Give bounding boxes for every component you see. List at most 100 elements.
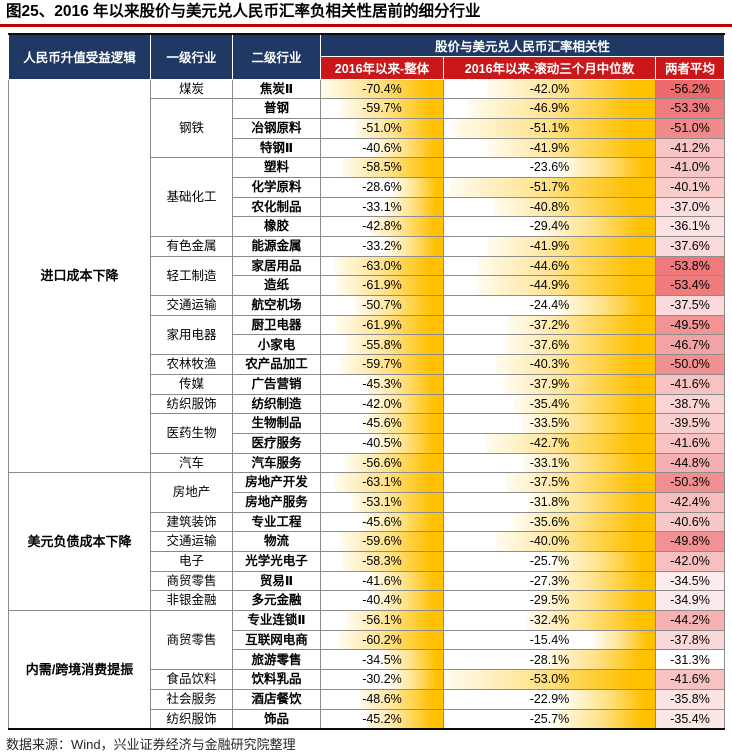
value-overall-cell: -33.2% <box>320 236 444 257</box>
industry-l2-cell: 特钢Ⅱ <box>232 137 321 159</box>
industry-l1-cell: 纺织服饰 <box>150 393 233 415</box>
data-bar <box>341 552 443 571</box>
table-row: 橡胶 -42.8% -29.4% -36.1% <box>9 216 726 237</box>
table-row: 交通运输 航空机场 -50.7% -24.4% -37.5% <box>9 295 726 316</box>
value-label: -40.8% <box>529 199 570 214</box>
value-rolling-cell: -40.0% <box>443 531 656 552</box>
industry-l2-cell: 航空机场 <box>232 295 321 316</box>
industry-l2-cell: 家居用品 <box>232 255 321 277</box>
industry-l2-cell: 普钢 <box>232 98 321 119</box>
value-rolling-cell: -51.7% <box>443 176 656 198</box>
value-average-cell: -44.2% <box>654 610 726 631</box>
industry-l2-cell: 塑料 <box>232 157 321 178</box>
value-label: -33.2% <box>362 239 402 254</box>
value-rolling-cell: -37.5% <box>443 472 656 493</box>
industry-l2-cell: 光学光电子 <box>232 551 321 572</box>
value-label: -40.0% <box>529 534 570 549</box>
table-row: 冶钢原料 -51.0% -51.1% -51.0% <box>9 117 726 139</box>
value-average-cell: -40.6% <box>654 511 726 533</box>
value-label: -32.4% <box>529 613 570 628</box>
value-label: -45.3% <box>362 376 402 391</box>
value-label: -46.9% <box>529 101 570 116</box>
value-average-cell: -36.1% <box>654 216 726 237</box>
data-bar <box>351 493 443 512</box>
value-average-cell: -37.5% <box>654 295 726 316</box>
value-label: -50.3% <box>670 475 710 490</box>
value-label: -56.6% <box>362 455 402 470</box>
value-label: -29.5% <box>529 593 570 608</box>
header-industry-l2: 二级行业 <box>232 33 321 80</box>
table-row: 农化制品 -33.1% -40.8% -37.0% <box>9 196 726 218</box>
value-label: -37.8% <box>670 632 710 647</box>
value-average-cell: -37.6% <box>654 236 726 257</box>
value-overall-cell: -61.9% <box>320 314 444 336</box>
value-label: -63.0% <box>362 258 402 273</box>
header-correlation-group: 股价与美元兑人民币汇率相关性 <box>319 33 726 57</box>
data-bar <box>505 335 655 354</box>
value-rolling-cell: -31.8% <box>443 491 656 513</box>
value-label: -53.8% <box>670 258 710 273</box>
industry-l2-cell: 小家电 <box>232 334 321 356</box>
value-label: -42.8% <box>362 219 402 234</box>
data-bar <box>372 434 443 453</box>
value-label: -42.0% <box>529 81 570 96</box>
value-label: -58.5% <box>362 160 402 175</box>
value-label: -44.6% <box>529 258 570 273</box>
value-label: -25.7% <box>529 554 570 569</box>
data-bar <box>494 355 655 374</box>
value-label: -37.9% <box>529 376 570 391</box>
data-bar <box>321 79 443 98</box>
value-label: -63.1% <box>362 475 402 490</box>
value-overall-cell: -50.7% <box>320 295 444 316</box>
data-bar <box>523 454 655 472</box>
table-row: 传媒 广告营销 -45.3% -37.9% -41.6% <box>9 373 726 395</box>
data-bar <box>537 217 655 236</box>
value-label: -61.9% <box>362 317 402 332</box>
table-row: 食品饮料 饮料乳品 -30.2% -53.0% -41.6% <box>9 669 726 690</box>
value-label: -44.2% <box>670 613 710 628</box>
value-average-cell: -49.8% <box>654 531 726 552</box>
value-overall-cell: -56.1% <box>320 610 444 631</box>
value-label: -29.4% <box>529 219 570 234</box>
value-average-cell: -35.8% <box>654 688 726 710</box>
data-bar <box>487 79 655 98</box>
data-bar <box>344 454 443 472</box>
industry-l2-cell: 饮料乳品 <box>232 669 321 690</box>
value-label: -37.5% <box>670 298 710 313</box>
data-bar <box>546 572 655 590</box>
value-average-cell: -41.6% <box>654 373 726 395</box>
value-overall-cell: -70.4% <box>320 78 444 100</box>
value-label: -41.0% <box>670 160 710 175</box>
value-overall-cell: -59.7% <box>320 354 444 375</box>
table-row: 基础化工 塑料 -58.5% -23.6% -41.0% <box>9 157 726 237</box>
data-bar <box>476 276 655 295</box>
data-bar <box>363 513 443 531</box>
header-average: 两者平均 <box>654 55 726 80</box>
table-row: 轻工制造 家居用品 -63.0% -44.6% -53.8% <box>9 255 726 297</box>
value-label: -45.6% <box>362 416 402 431</box>
data-bar <box>468 99 655 118</box>
value-label: -41.6% <box>362 573 402 588</box>
value-rolling-cell: -51.1% <box>443 117 656 139</box>
data-bar <box>333 473 443 492</box>
value-label: -70.4% <box>362 81 402 96</box>
value-average-cell: -37.0% <box>654 196 726 218</box>
value-label: -34.9% <box>670 593 710 608</box>
value-label: -31.8% <box>529 495 570 510</box>
industry-l1-cell: 传媒 <box>150 373 233 395</box>
value-label: -40.6% <box>670 514 710 529</box>
value-label: -35.8% <box>670 691 710 706</box>
data-bar <box>354 119 443 138</box>
value-rolling-cell: -41.9% <box>443 137 656 159</box>
data-bar <box>346 335 443 354</box>
value-average-cell: -37.8% <box>654 629 726 651</box>
value-rolling-cell: -32.4% <box>443 610 656 631</box>
value-overall-cell: -53.1% <box>320 491 444 513</box>
value-overall-cell: -55.8% <box>320 334 444 356</box>
value-overall-cell: -28.6% <box>320 176 444 198</box>
industry-l1-cell: 基础化工 <box>150 157 233 237</box>
value-average-cell: -41.6% <box>654 432 726 454</box>
value-label: -33.1% <box>362 199 402 214</box>
value-label: -37.2% <box>529 317 570 332</box>
value-label: -40.5% <box>362 435 402 450</box>
